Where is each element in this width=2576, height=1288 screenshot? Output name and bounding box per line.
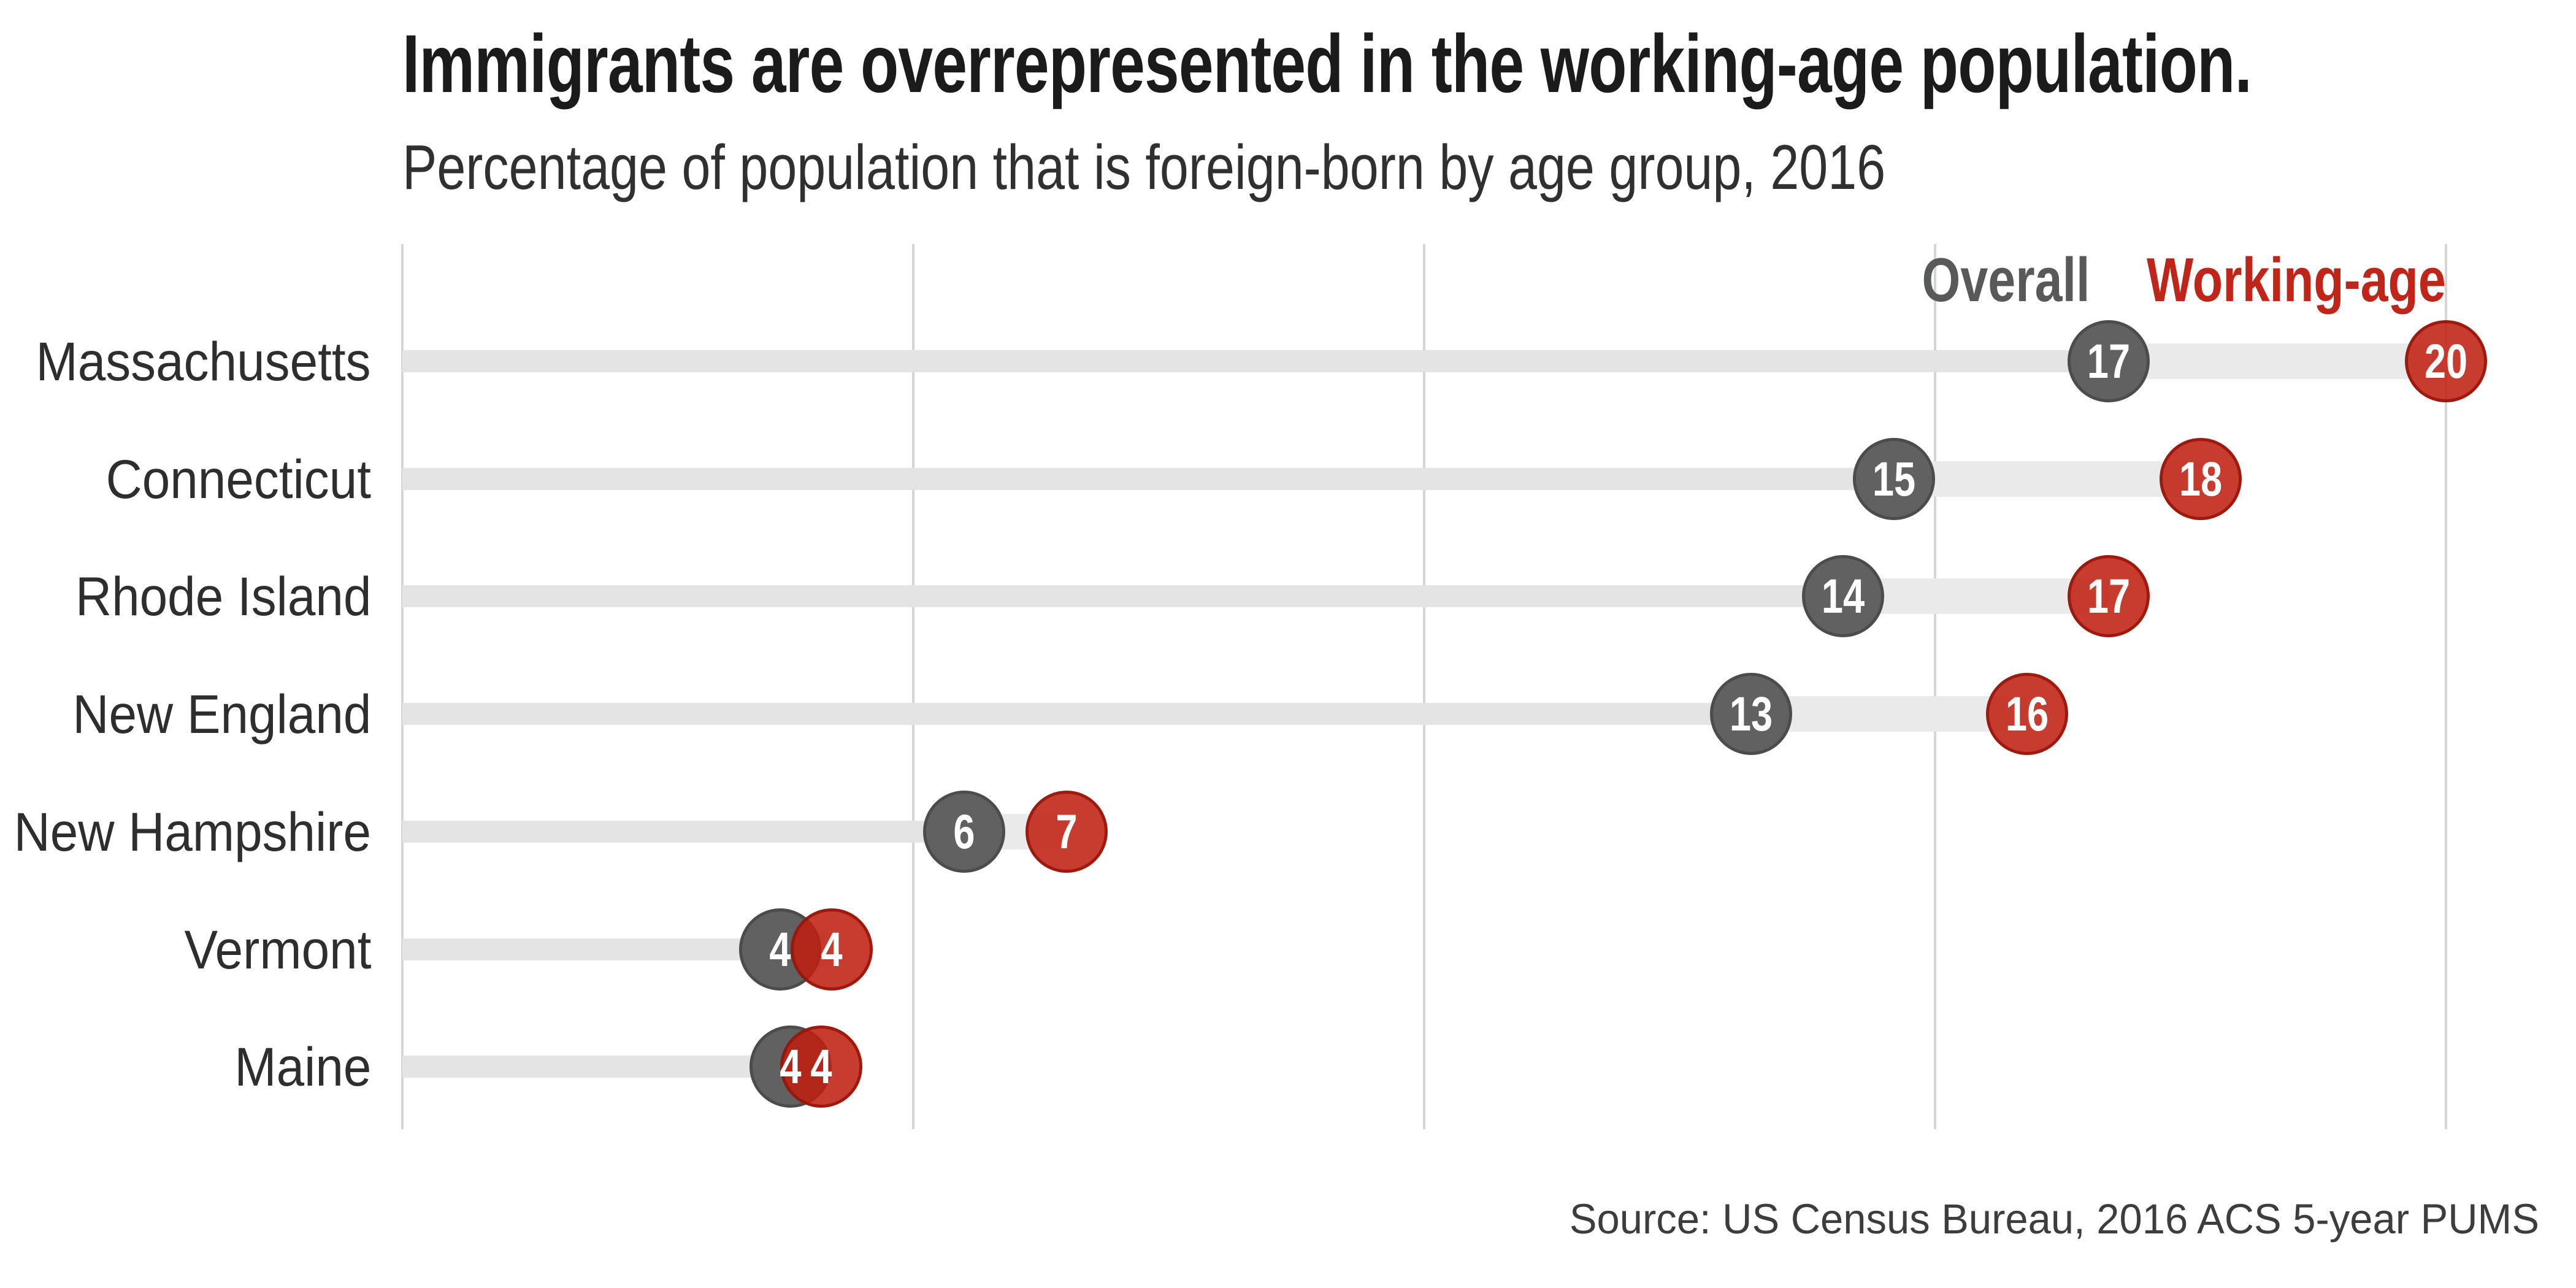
gridline-x-10	[1423, 244, 1425, 1129]
legend-working-age-label: Working-age	[2147, 246, 2446, 315]
overall-dot	[923, 790, 1006, 873]
bar-base	[402, 938, 781, 960]
gridline-x-5	[912, 244, 914, 1129]
overall-dot	[1802, 555, 1885, 638]
working-age-dot	[1985, 673, 2068, 756]
overall-dot	[1710, 673, 1793, 756]
bar-extension	[1751, 696, 2027, 732]
legend-overall-label: Overall	[1922, 246, 2090, 315]
bar-base	[402, 585, 1844, 608]
chart-subtitle: Percentage of population that is foreign…	[402, 132, 1886, 202]
bar-extension	[1894, 461, 2201, 497]
overall-dot-value: 4	[769, 921, 791, 976]
bar-extension	[2109, 343, 2446, 379]
overall-dot-value: 15	[1873, 451, 1916, 506]
working-age-dot-value: 20	[2424, 334, 2468, 388]
row-label: Massachusetts	[36, 331, 371, 392]
row-label: Maine	[234, 1036, 371, 1098]
gridline-x-15	[1934, 244, 1936, 1129]
bar-base	[402, 467, 1895, 490]
working-age-dot-value: 18	[2179, 451, 2223, 506]
overall-dot-value: 17	[2087, 334, 2131, 388]
working-age-dot-value: 4	[821, 921, 843, 976]
gridline-x-0	[401, 244, 404, 1129]
row-label: Rhode Island	[75, 565, 371, 627]
working-age-dot	[790, 908, 873, 991]
working-age-dot-value: 4	[810, 1039, 832, 1094]
bar-base	[402, 350, 2109, 372]
overall-dot-value: 4	[780, 1039, 802, 1094]
row-label: Vermont	[184, 918, 371, 980]
working-age-dot-value: 7	[1056, 803, 1078, 859]
bar-extension	[1843, 578, 2109, 615]
row-label: New England	[72, 683, 371, 745]
working-age-dot-value: 17	[2087, 569, 2131, 624]
gridline-x-20	[2445, 244, 2447, 1129]
overall-dot-value: 13	[1729, 686, 1773, 742]
working-age-dot	[1025, 790, 1108, 873]
working-age-dot	[2068, 555, 2150, 638]
row-label: Connecticut	[105, 448, 371, 510]
overall-dot	[2068, 320, 2150, 402]
working-age-dot	[2405, 320, 2487, 402]
overall-dot-value: 6	[953, 803, 975, 859]
bar-base	[402, 820, 965, 843]
bar-base	[402, 1056, 791, 1078]
working-age-dot	[2160, 437, 2242, 520]
row-label: New Hampshire	[13, 800, 371, 862]
overall-dot	[1853, 437, 1936, 520]
source-note: Source: US Census Bureau, 2016 ACS 5-yea…	[1569, 1195, 2539, 1243]
overall-dot-value: 14	[1821, 569, 1865, 624]
chart-title: Immigrants are overrepresented in the wo…	[402, 18, 2252, 110]
working-age-dot	[780, 1025, 863, 1108]
working-age-dot-value: 16	[2005, 686, 2049, 742]
bar-base	[402, 703, 1752, 726]
